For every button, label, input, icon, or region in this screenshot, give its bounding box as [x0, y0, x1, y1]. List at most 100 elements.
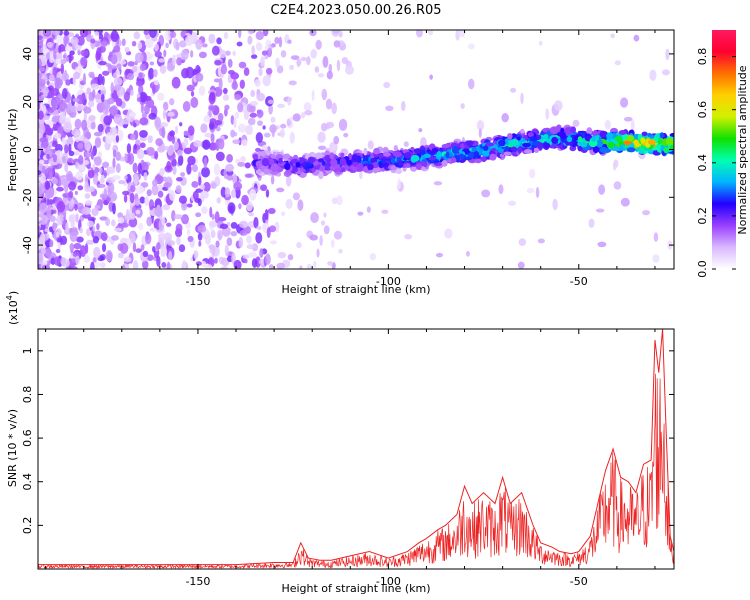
colorbar-ticks: 0.0 0.2 0.4 0.6 0.8 [696, 48, 736, 278]
spectrogram-cell [107, 166, 116, 174]
spectrogram-cell [144, 104, 150, 115]
spectrogram-cell [467, 78, 475, 90]
spectrogram-cell [248, 251, 257, 258]
snr-line [38, 329, 674, 566]
spectrogram-cell [380, 159, 386, 164]
spectrogram-cell [255, 232, 263, 244]
spectrogram-cell [382, 162, 389, 167]
spectrogram-cell [99, 167, 103, 174]
spectrogram-cell [537, 238, 545, 244]
spectrogram-cell [200, 123, 208, 134]
spectrogram-cell [297, 199, 304, 211]
spectrogram-cell [314, 152, 323, 160]
spectrogram-cell [129, 232, 135, 239]
spectrogram-cell [98, 85, 106, 91]
spectrogram-cell [138, 222, 144, 231]
spectrogram-cell [139, 63, 146, 72]
spectrogram-cell [247, 117, 256, 126]
spectrogram-cell [210, 230, 216, 239]
spectrogram-cell [166, 261, 171, 269]
spectrogram-cell [42, 30, 52, 37]
spectrogram-cell [147, 135, 153, 144]
spectrogram-cell [222, 94, 230, 101]
spectrogram-cell [577, 136, 583, 142]
spectrogram-cell [209, 118, 217, 124]
spectrogram-cell [122, 264, 126, 269]
spectrogram-cell [287, 254, 294, 261]
spectrogram-cell [56, 186, 64, 192]
spectrogram-cell [465, 250, 470, 257]
spectrogram-cell [124, 213, 133, 221]
spectrogram-cell [38, 132, 43, 139]
spectrogram-cell [507, 132, 513, 140]
spectrogram-cell [130, 212, 136, 220]
spectrogram-cell [481, 149, 491, 157]
snr-y-tick-label: 0.2 [21, 517, 34, 535]
spectrogram-cell [190, 50, 194, 58]
spectrogram-cell [274, 36, 280, 45]
spectrogram-cell [50, 257, 56, 265]
spectrogram-cell [38, 44, 42, 50]
spectrogram-cell [139, 196, 146, 204]
spectrogram-cell [217, 138, 225, 150]
spectrogram-cell [215, 151, 225, 162]
spectrogram-cell [306, 263, 312, 269]
spectrogram-cell [45, 248, 51, 258]
spectrogram-cell [220, 266, 229, 269]
spectrogram-cell [249, 112, 258, 118]
snr-y-tick-label: 0.6 [21, 429, 34, 447]
spectrogram-cell [623, 116, 633, 122]
spectrogram-cell [65, 56, 70, 62]
spectrogram-cell [200, 190, 209, 199]
spectrogram-cell [325, 121, 335, 129]
spectrogram-panel: -150 -100 -50 -40 -20 0 20 40 Height of straig… [6, 29, 675, 296]
spectrogram-cell [153, 79, 159, 86]
spectrogram-cell [322, 55, 329, 68]
spectrogram-cell [320, 220, 326, 226]
spectrogram-cell [580, 141, 588, 148]
spectrogram-cell [197, 232, 203, 241]
spectrogram-cell [166, 240, 176, 246]
spectrogram-cell [208, 142, 218, 151]
spectrogram-cell [225, 163, 234, 172]
spectrogram-cell [219, 223, 229, 230]
spectrogram-cell [318, 171, 324, 180]
spectrogram-cell [237, 161, 246, 167]
spectrogram-cell [82, 207, 91, 216]
spectrogram-cell [145, 232, 152, 245]
spectrogram-cell [130, 133, 136, 141]
spectrogram-cell [129, 112, 137, 117]
spectrogram-cell [123, 256, 132, 263]
spectrogram-cell [626, 134, 634, 142]
spectrogram-cell [80, 57, 88, 67]
spectrogram-cell [195, 39, 203, 50]
spectrogram-cell [428, 30, 434, 36]
spectrogram-cell [63, 30, 70, 36]
spectrogram-cell [577, 145, 583, 152]
spectrogram-cell [315, 39, 322, 50]
spectrogram-x-axis: -150 -100 -50 [45, 30, 656, 288]
spectrogram-cell [140, 162, 149, 173]
spectrogram-cell [176, 149, 183, 157]
spectrogram-cell [142, 259, 149, 269]
spectrogram-cell [501, 112, 509, 123]
spectrogram-cell [336, 195, 343, 206]
spectrogram-cell [239, 79, 245, 90]
spectrogram-cell [214, 211, 220, 224]
snr-x-label: Height of straight line (km) [281, 582, 430, 595]
spectrogram-cell [60, 59, 67, 65]
spectrogram-cell [595, 208, 605, 213]
spectrogram-cell [77, 142, 84, 150]
spectrogram-cell [112, 72, 117, 78]
spectrogram-cell [280, 123, 287, 129]
spectrogram-cell [169, 98, 175, 106]
spectrogram-cell [169, 31, 177, 39]
spectrogram-cell [656, 144, 662, 150]
spectrogram-cell [203, 181, 211, 193]
spectrogram-cell [67, 136, 74, 147]
spectrogram-cell [107, 182, 115, 194]
spectrogram-cell [46, 41, 53, 48]
spectrogram-cell [38, 183, 45, 195]
spectrogram-cell [148, 67, 155, 80]
spectrogram-cell [614, 60, 621, 66]
